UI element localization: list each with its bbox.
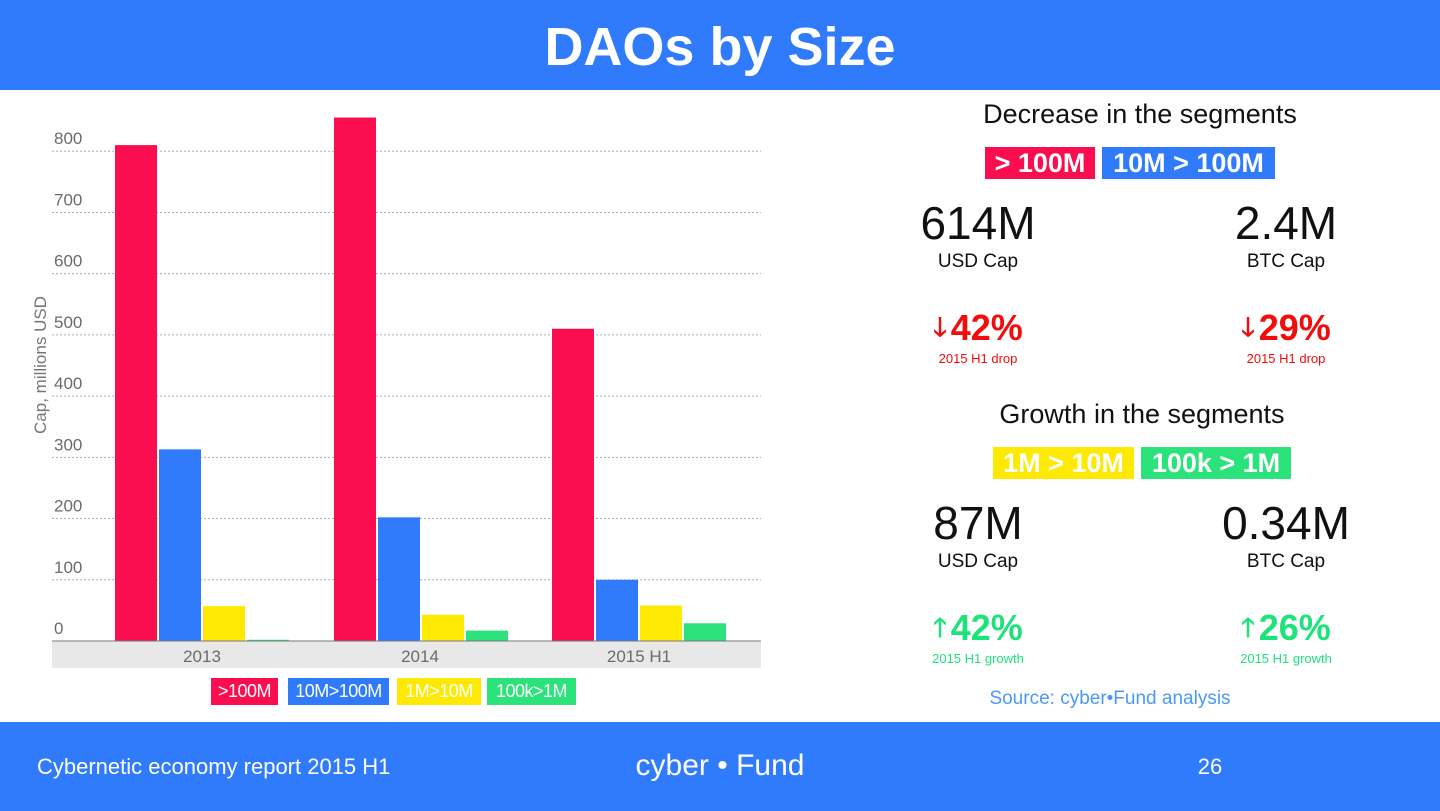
y-tick-label: 800 [54, 129, 82, 148]
brand-logo-text: cyber • Fund [635, 749, 805, 782]
bar-2014-3 [466, 630, 508, 641]
x-tick-label: 2013 [183, 647, 221, 666]
bar-chart: 0 100 200 300 400 500 600 700 800 2013 2014 2015 H… [31, 117, 761, 668]
bar-2015-H1-1 [596, 579, 638, 641]
y-tick-label: 400 [54, 374, 82, 393]
usd-cap-growth-label: USD Cap [937, 551, 1019, 572]
usd-cap-decrease-value: 614M [920, 197, 1036, 249]
usd-cap-decrease-label: USD Cap [937, 251, 1019, 272]
legend-item: >100M [211, 678, 278, 705]
source-note: Source: cyber•Fund analysis [989, 688, 1231, 709]
tag-10m-100m: 10M > 100M [1102, 147, 1275, 179]
usd-growth-percent: 42% [950, 607, 1023, 648]
y-tick-label: 100 [54, 558, 82, 577]
btc-cap-decrease-label: BTC Cap [1246, 251, 1326, 272]
slide-title: DAOs by Size [544, 17, 896, 77]
bar-2014-2 [422, 614, 464, 641]
btc-growth-caption: 2015 H1 growth [1240, 651, 1332, 666]
y-tick-label: 500 [54, 313, 82, 332]
btc-cap-growth-label: BTC Cap [1246, 551, 1326, 572]
usd-growth-change: 🡑 42% [858, 607, 1098, 648]
x-tick-label: 2015 H1 [607, 647, 671, 666]
growth-title: Growth in the segments [999, 399, 1285, 429]
y-tick-label: 0 [54, 619, 63, 638]
usd-drop-percent: 42% [950, 307, 1023, 348]
btc-cap-growth-value: 0.34M [1222, 497, 1350, 549]
y-tick-label: 200 [54, 497, 82, 516]
bar-2013-0 [115, 145, 157, 641]
legend-item: 10M>100M [288, 678, 389, 705]
y-tick-label: 300 [54, 435, 82, 454]
bar-2013-2 [203, 606, 245, 641]
btc-drop-change: 🡓 29% [1166, 307, 1406, 348]
tag-100k-1m: 100k > 1M [1141, 447, 1291, 479]
btc-growth-change: 🡑 26% [1166, 607, 1406, 648]
tag-over-100m: > 100M [985, 147, 1095, 179]
footer-bar: Cybernetic economy report 2015 H1 cyber … [0, 722, 1440, 811]
arrow-up-icon: 🡑 [933, 612, 947, 642]
btc-drop-caption: 2015 H1 drop [1246, 351, 1326, 366]
bar-2015-H1-0 [552, 328, 594, 641]
btc-drop-percent: 29% [1258, 307, 1331, 348]
arrow-up-icon: 🡑 [1241, 612, 1255, 642]
page-number: 26 [1197, 754, 1223, 779]
arrow-down-icon: 🡓 [933, 312, 947, 342]
bar-2015-H1-3 [684, 623, 726, 641]
x-tick-label: 2014 [401, 647, 439, 666]
y-tick-label: 700 [54, 190, 82, 209]
btc-cap-decrease-value: 2.4M [1234, 197, 1338, 249]
y-axis-label: Cap, millions USD [31, 296, 50, 434]
decrease-title: Decrease in the segments [983, 99, 1297, 129]
usd-drop-caption: 2015 H1 drop [938, 351, 1018, 366]
x-axis-band [52, 641, 761, 668]
arrow-down-icon: 🡓 [1241, 312, 1255, 342]
tag-1m-10m: 1M > 10M [993, 447, 1134, 479]
bar-2013-1 [159, 449, 201, 641]
bar-2015-H1-2 [640, 605, 682, 641]
usd-growth-caption: 2015 H1 growth [932, 651, 1024, 666]
header-bar [0, 0, 1440, 90]
report-name: Cybernetic economy report 2015 H1 [37, 754, 391, 779]
y-tick-label: 600 [54, 252, 82, 271]
usd-cap-growth-value: 87M [933, 497, 1023, 549]
bar-2013-3 [247, 639, 289, 641]
usd-drop-change: 🡓 42% [858, 307, 1098, 348]
legend-item: 1M>10M [397, 678, 481, 705]
bar-2014-1 [378, 517, 420, 641]
bar-2014-0 [334, 117, 376, 642]
legend-item: 100k>1M [487, 678, 576, 705]
btc-growth-percent: 26% [1258, 607, 1331, 648]
